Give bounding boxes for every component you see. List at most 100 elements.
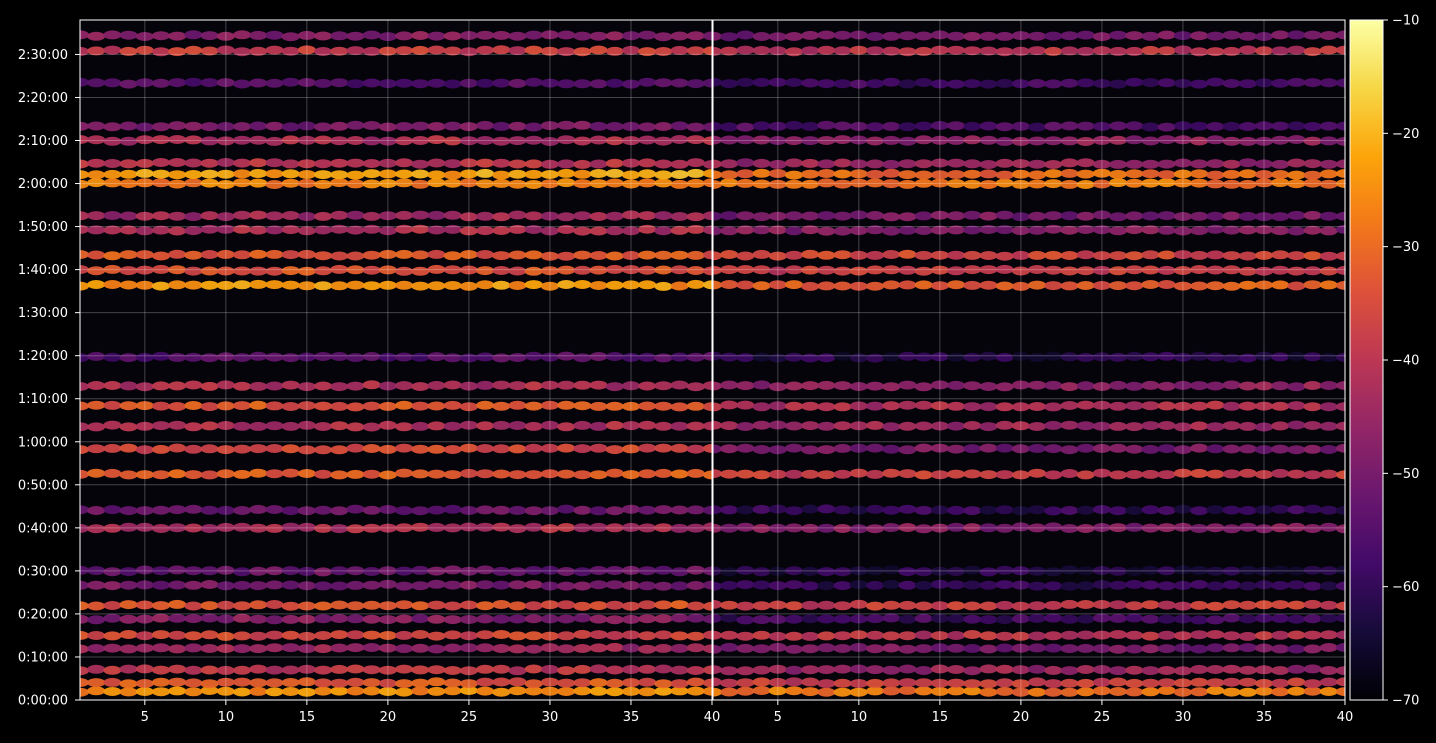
heat-cell (476, 505, 495, 515)
heat-cell (752, 470, 771, 480)
heat-cell (443, 265, 462, 275)
heat-cell (979, 225, 998, 234)
heat-cell (1092, 382, 1111, 391)
heat-cell (1173, 266, 1192, 275)
heat-cell (1076, 630, 1095, 640)
heat-cell (378, 169, 397, 179)
heat-cell (119, 401, 138, 411)
heat-cell (540, 121, 559, 131)
heat-cell (914, 46, 933, 56)
heat-cell (589, 179, 608, 189)
heat-cell (492, 420, 511, 430)
heat-cell (914, 266, 933, 276)
x-axis: 5 10 15 20 25 30 35 40 5 10 15 20 25 30 35 40 (141, 700, 1353, 725)
heat-cell (914, 250, 933, 260)
heat-cell (817, 380, 836, 390)
heat-cell (947, 686, 966, 696)
heat-cell (1173, 601, 1192, 611)
heat-cell (265, 580, 284, 590)
heat-cell (849, 599, 868, 609)
heat-cell (216, 266, 235, 276)
heat-cell (476, 226, 495, 236)
heat-cell (362, 121, 381, 130)
heat-cell (573, 523, 592, 533)
heat-cell (979, 280, 998, 290)
heat-cell (265, 158, 284, 168)
heat-cell (1336, 352, 1345, 362)
heat-cell (330, 281, 349, 291)
heat-cell (947, 643, 966, 653)
heat-cell (849, 281, 868, 291)
heat-cell (1222, 613, 1241, 623)
heat-cell (720, 226, 739, 236)
heat-cell (833, 614, 852, 624)
heat-cell (119, 250, 138, 260)
heat-cell (411, 352, 430, 362)
heat-cell (281, 643, 300, 653)
heat-cell (249, 78, 268, 88)
heat-cell (995, 264, 1014, 274)
heat-cell (979, 135, 998, 145)
heat-cell (1303, 679, 1322, 689)
heat-cell (557, 631, 576, 641)
heat-cell (233, 158, 252, 168)
heat-cell (963, 79, 982, 89)
heat-cell (947, 158, 966, 168)
heat-cell (152, 158, 170, 167)
heat-cell (1222, 664, 1241, 674)
heat-cell (330, 352, 349, 361)
heat-cell (736, 251, 755, 261)
heat-cell (1336, 179, 1345, 188)
heat-cell (103, 581, 122, 591)
heat-cell (720, 352, 739, 362)
heat-cell (1028, 581, 1047, 591)
heat-cell (622, 678, 640, 688)
heat-cell (395, 687, 414, 697)
heat-cell (233, 613, 252, 623)
heat-cell (184, 614, 203, 624)
heat-cell (686, 401, 705, 411)
heat-cell (1060, 445, 1079, 455)
heat-cell (443, 281, 462, 290)
heat-cell (866, 644, 885, 654)
heat-cell (1190, 687, 1209, 697)
heat-cell (833, 469, 852, 479)
heat-cell (713, 665, 722, 675)
heat-cell (866, 265, 885, 275)
heat-cell (184, 226, 203, 236)
x-tick-label: 20 (380, 710, 397, 725)
heat-cell (411, 678, 430, 688)
heat-cell (670, 159, 689, 169)
heat-cell (833, 46, 852, 56)
heat-cell (281, 444, 300, 454)
heat-cell (670, 212, 689, 221)
heat-cell (914, 524, 933, 534)
heat-cell (1206, 352, 1225, 362)
heat-cell (1238, 45, 1257, 55)
heat-cell (492, 566, 511, 576)
heat-cell (589, 614, 608, 624)
heat-cell (1206, 469, 1225, 479)
heat-cell (1028, 159, 1047, 169)
heat-cell (622, 121, 640, 131)
heat-cell (1011, 136, 1030, 146)
heat-cell (914, 678, 933, 688)
heat-cell (898, 380, 917, 390)
heat-cell (785, 601, 803, 611)
heat-cell (638, 265, 657, 275)
heat-cell (87, 580, 106, 590)
heat-cell (785, 580, 803, 590)
heat-cell (914, 178, 933, 188)
heat-cell (785, 401, 803, 411)
heat-cell (87, 225, 106, 235)
heat-cell (638, 523, 657, 533)
heat-cell (168, 420, 187, 430)
heat-cell (427, 122, 446, 131)
heat-cell (1060, 78, 1079, 88)
heat-cell (1206, 505, 1225, 515)
heat-cell (654, 159, 673, 169)
heat-cell (1157, 30, 1176, 40)
heat-cell (817, 470, 836, 480)
heat-cell (1173, 504, 1192, 514)
heat-cell (459, 78, 478, 88)
